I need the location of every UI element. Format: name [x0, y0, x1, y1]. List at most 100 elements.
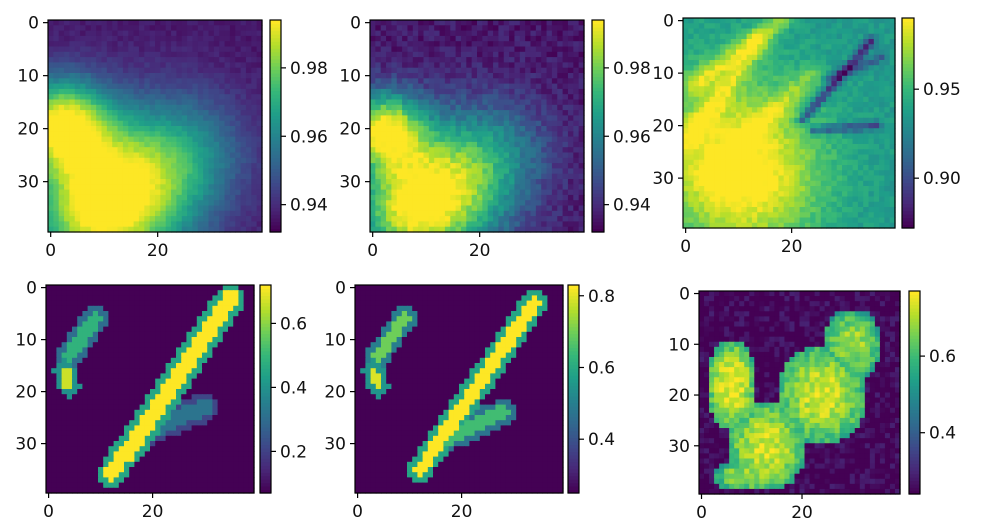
heatmap-cell: [831, 196, 838, 203]
heatmap-cell: [439, 83, 446, 90]
heatmap-cell: [514, 46, 521, 53]
heatmap-cell: [181, 25, 188, 32]
heatmap-cell: [155, 88, 161, 95]
heatmap-cell: [450, 120, 457, 127]
heatmap-cell: [857, 107, 864, 114]
heatmap-cell: [256, 189, 263, 196]
heatmap-cell: [757, 123, 764, 129]
heatmap-cell: [741, 196, 748, 203]
heatmap-cell: [725, 207, 732, 213]
heatmap-cell: [53, 99, 60, 106]
heatmap-cell: [101, 62, 108, 69]
heatmap-cell: [736, 81, 742, 87]
colorbar-segment: [270, 94, 281, 99]
heatmap-cell: [444, 73, 451, 79]
heatmap-cell: [751, 91, 758, 98]
heatmap-cell: [847, 207, 854, 213]
heatmap-cell: [370, 194, 376, 201]
heatmap-cell: [535, 88, 542, 95]
heatmap-cell: [498, 35, 505, 42]
heatmap-cell: [434, 120, 441, 127]
heatmap-cell: [235, 189, 242, 196]
heatmap-cell: [240, 126, 247, 132]
heatmap-cell: [386, 62, 392, 69]
heatmap-cell: [493, 35, 499, 42]
heatmap-cell: [418, 163, 425, 169]
heatmap-cell: [852, 28, 859, 35]
heatmap-cell: [412, 57, 419, 63]
heatmap-cell: [149, 189, 156, 196]
heatmap-cell: [477, 147, 483, 154]
heatmap-cell: [256, 194, 263, 201]
heatmap-cell: [144, 205, 151, 212]
heatmap-cell: [741, 222, 748, 229]
heatmap-cell: [117, 210, 124, 217]
heatmap-cell: [455, 115, 462, 122]
heatmap-cell: [709, 170, 716, 177]
heatmap-cell: [402, 141, 409, 148]
heatmap-cell: [229, 131, 236, 138]
heatmap-cell: [187, 216, 194, 222]
heatmap-cell: [187, 99, 194, 106]
heatmap-cell: [80, 120, 87, 127]
heatmap-cell: [879, 33, 885, 40]
heatmap-cell: [557, 141, 564, 148]
heatmap-cell: [144, 200, 151, 207]
heatmap-cell: [471, 205, 478, 212]
heatmap-cell: [192, 110, 199, 116]
heatmap-cell: [144, 216, 151, 222]
colorbar-segment: [592, 175, 604, 180]
heatmap-cell: [509, 210, 516, 217]
heatmap-cell: [884, 196, 891, 203]
heatmap-cell: [573, 94, 580, 101]
heatmap-cell: [836, 107, 843, 114]
heatmap-cell: [176, 194, 183, 201]
heatmap-cell: [783, 112, 790, 119]
heatmap-cell: [197, 210, 204, 217]
heatmap-cell: [370, 157, 376, 164]
heatmap-cell: [688, 75, 695, 82]
heatmap-cell: [741, 44, 748, 51]
heatmap-cell: [698, 154, 705, 161]
heatmap-cell: [74, 88, 81, 95]
heatmap-cell: [562, 25, 569, 32]
colorbar-segment: [270, 164, 281, 169]
heatmap-cell: [455, 78, 462, 85]
heatmap-cell: [714, 123, 721, 129]
heatmap-cell: [181, 120, 188, 127]
heatmap-cell: [503, 115, 510, 122]
heatmap-cell: [133, 179, 140, 185]
heatmap-cell: [144, 57, 151, 63]
heatmap-cell: [773, 212, 779, 219]
heatmap-cell: [477, 88, 483, 95]
heatmap-cell: [149, 62, 156, 69]
heatmap-cell: [826, 207, 832, 213]
heatmap-cell: [709, 39, 716, 45]
heatmap-cell: [96, 35, 103, 42]
heatmap-cell: [386, 67, 392, 74]
heatmap-cell: [138, 78, 145, 85]
heatmap-cell: [122, 194, 129, 201]
heatmap-cell: [683, 123, 689, 129]
heatmap-cell: [482, 194, 489, 201]
heatmap-cell: [128, 157, 135, 164]
heatmap-cell: [551, 163, 558, 169]
heatmap-cell: [208, 157, 215, 164]
heatmap-cell: [208, 152, 215, 159]
heatmap-cell: [386, 168, 392, 175]
heatmap-cell: [683, 138, 689, 145]
heatmap-cell: [386, 152, 392, 159]
heatmap-cell: [74, 163, 81, 169]
heatmap-cell: [889, 49, 896, 56]
heatmap-cell: [852, 191, 859, 198]
heatmap-cell: [245, 73, 252, 79]
heatmap-cell: [725, 149, 732, 156]
colorbar-segment: [270, 23, 281, 28]
heatmap-cell: [428, 110, 435, 116]
heatmap-cell: [256, 20, 263, 26]
heatmap-cell: [160, 51, 167, 58]
heatmap-cell: [128, 67, 135, 74]
heatmap-cell: [857, 60, 864, 66]
heatmap-cell: [380, 157, 387, 164]
heatmap-cell: [879, 54, 885, 61]
